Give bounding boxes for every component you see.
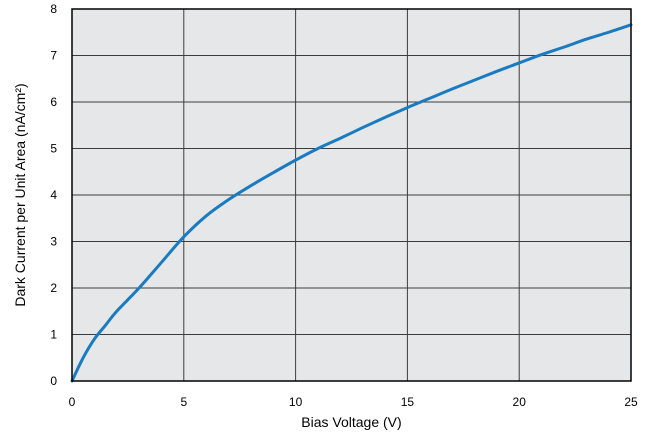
y-tick-label: 6 (50, 95, 57, 109)
x-tick-label: 15 (401, 395, 415, 409)
series-line (70, 23, 633, 383)
y-tick-label: 4 (50, 188, 57, 202)
y-axis-title: Dark Current per Unit Area (nA/cm²) (12, 83, 28, 306)
x-tick-label: 25 (624, 395, 638, 409)
y-tick-label: 5 (50, 142, 57, 156)
plot-frame (71, 8, 632, 382)
y-tick-label: 2 (50, 281, 57, 295)
x-axis-ticks: 0 5 10 15 20 25 (69, 395, 638, 409)
x-tick-label: 10 (289, 395, 303, 409)
y-tick-label: 8 (50, 2, 57, 16)
y-tick-label: 7 (50, 49, 57, 63)
x-axis-title: Bias Voltage (V) (301, 414, 401, 430)
x-tick-label: 0 (69, 395, 76, 409)
y-axis-ticks: 0 1 2 3 4 5 6 7 8 (50, 2, 57, 388)
series-layer (70, 23, 633, 383)
x-tick-label: 5 (180, 395, 187, 409)
x-tick-label: 20 (513, 395, 527, 409)
y-tick-label: 3 (50, 235, 57, 249)
y-tick-label: 0 (50, 374, 57, 388)
y-tick-label: 1 (50, 328, 57, 342)
